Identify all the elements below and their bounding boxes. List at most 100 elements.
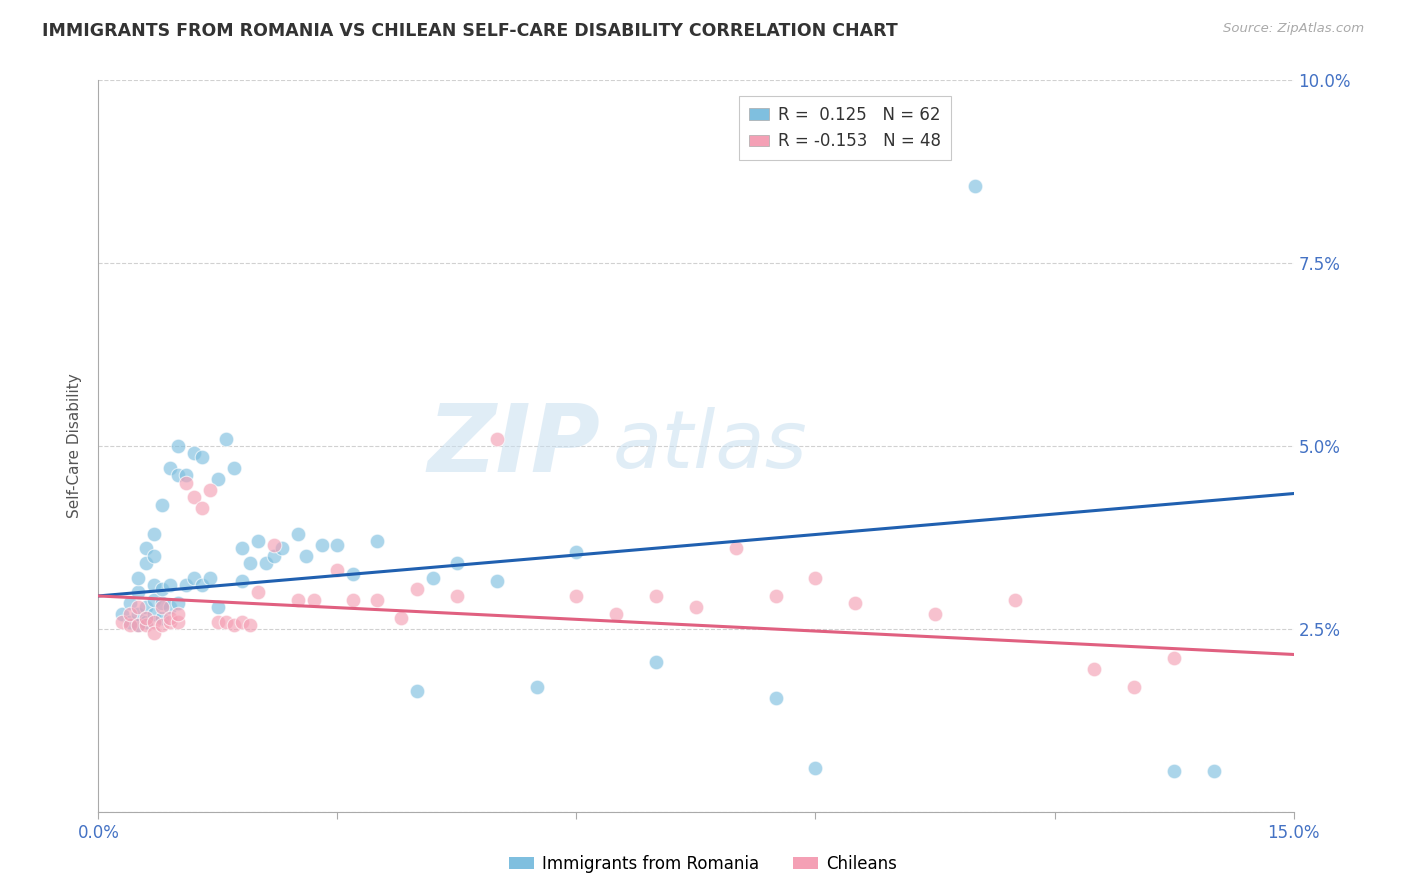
Text: IMMIGRANTS FROM ROMANIA VS CHILEAN SELF-CARE DISABILITY CORRELATION CHART: IMMIGRANTS FROM ROMANIA VS CHILEAN SELF-… — [42, 22, 898, 40]
Point — [167, 607, 190, 622]
Point — [485, 574, 508, 589]
Legend: R =  0.125   N = 62, R = -0.153   N = 48: R = 0.125 N = 62, R = -0.153 N = 48 — [740, 96, 950, 161]
Point — [765, 691, 787, 706]
Point — [389, 611, 412, 625]
Point — [207, 599, 229, 614]
Point — [167, 615, 190, 629]
Point — [804, 571, 827, 585]
Point — [150, 599, 173, 614]
Point — [239, 556, 262, 570]
Point — [183, 446, 205, 460]
Point — [239, 618, 262, 632]
Point — [127, 571, 149, 585]
Point — [963, 179, 986, 194]
Point — [565, 545, 588, 559]
Point — [724, 541, 747, 556]
Point — [191, 450, 214, 464]
Point — [167, 596, 190, 610]
Point — [143, 592, 166, 607]
Point — [270, 541, 292, 556]
Point — [1202, 764, 1225, 779]
Point — [183, 571, 205, 585]
Point — [1004, 592, 1026, 607]
Point — [342, 567, 364, 582]
Point — [326, 563, 349, 577]
Point — [485, 432, 508, 446]
Point — [167, 468, 190, 483]
Point — [120, 596, 142, 610]
Point — [287, 526, 309, 541]
Point — [263, 549, 285, 563]
Point — [150, 618, 173, 632]
Point — [302, 592, 325, 607]
Point — [287, 592, 309, 607]
Point — [406, 684, 429, 698]
Point — [143, 549, 166, 563]
Point — [120, 607, 142, 622]
Point — [924, 607, 946, 622]
Point — [127, 607, 149, 622]
Point — [844, 596, 866, 610]
Point — [422, 571, 444, 585]
Point — [1163, 764, 1185, 779]
Point — [127, 585, 149, 599]
Text: atlas: atlas — [613, 407, 807, 485]
Point — [135, 541, 157, 556]
Point — [526, 681, 548, 695]
Point — [311, 538, 333, 552]
Point — [150, 611, 173, 625]
Point — [150, 596, 173, 610]
Point — [159, 578, 181, 592]
Point — [215, 615, 238, 629]
Point — [222, 461, 245, 475]
Point — [143, 578, 166, 592]
Point — [127, 618, 149, 632]
Point — [366, 534, 388, 549]
Point — [1123, 681, 1146, 695]
Point — [135, 615, 157, 629]
Point — [111, 607, 134, 622]
Point — [135, 556, 157, 570]
Point — [231, 574, 253, 589]
Point — [254, 556, 277, 570]
Point — [645, 589, 668, 603]
Point — [150, 582, 173, 596]
Point — [127, 599, 149, 614]
Point — [685, 599, 707, 614]
Point — [135, 618, 157, 632]
Text: ZIP: ZIP — [427, 400, 600, 492]
Point — [222, 618, 245, 632]
Point — [605, 607, 627, 622]
Point — [326, 538, 349, 552]
Point — [1083, 662, 1105, 676]
Point — [135, 599, 157, 614]
Point — [159, 599, 181, 614]
Point — [135, 611, 157, 625]
Point — [765, 589, 787, 603]
Point — [143, 526, 166, 541]
Point — [183, 490, 205, 504]
Point — [231, 541, 253, 556]
Point — [645, 655, 668, 669]
Point — [263, 538, 285, 552]
Point — [159, 615, 181, 629]
Point — [167, 439, 190, 453]
Point — [127, 618, 149, 632]
Point — [366, 592, 388, 607]
Point — [207, 472, 229, 486]
Y-axis label: Self-Care Disability: Self-Care Disability — [67, 374, 83, 518]
Point — [198, 571, 221, 585]
Point — [120, 615, 142, 629]
Point — [111, 615, 134, 629]
Point — [342, 592, 364, 607]
Point — [198, 483, 221, 497]
Point — [246, 534, 269, 549]
Point — [191, 501, 214, 516]
Point — [174, 475, 197, 490]
Point — [159, 611, 181, 625]
Point — [174, 468, 197, 483]
Point — [246, 585, 269, 599]
Point — [143, 625, 166, 640]
Point — [150, 498, 173, 512]
Point — [143, 615, 166, 629]
